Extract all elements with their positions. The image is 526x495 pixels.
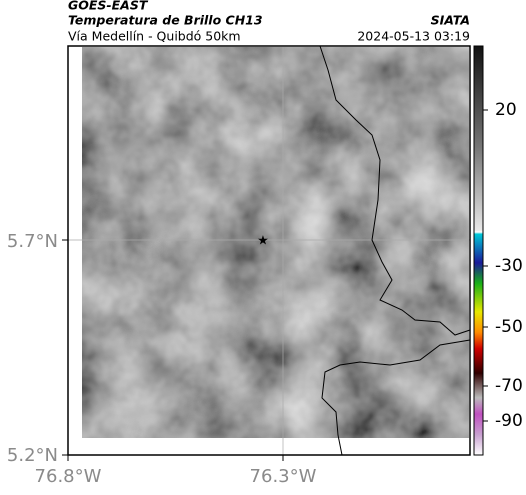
colorbar-tick-label: -90 [495,411,523,431]
lat-label: 5.7°N [7,231,58,252]
coastline [321,339,471,456]
lon-label: 76.3°W [250,466,317,487]
satellite-title: GOES-EAST [68,0,149,13]
colorbar-tick-label: -70 [495,376,523,396]
colorbar-tick-label: -30 [495,256,523,276]
timestamp: 2024-05-13 03:19 [357,29,470,44]
source-label: SIATA [431,13,470,28]
border [319,45,471,336]
colorbar-tick-label: 20 [495,100,517,120]
colorbar-tick-label: -50 [495,317,523,337]
satellite-image [82,47,469,438]
route-subtitle: Vía Medellín - Quibdó 50km [68,29,241,44]
colorbar [473,45,484,456]
product-title: Temperatura de Brillo CH13 [68,13,263,28]
lat-label: 5.2°N [7,445,58,466]
map-frame [67,45,471,456]
location-star: ★ [257,234,269,249]
lon-label: 76.8°W [35,466,102,487]
colorbar-ticks: 20 -30 -50 -70 -90 [483,100,523,431]
